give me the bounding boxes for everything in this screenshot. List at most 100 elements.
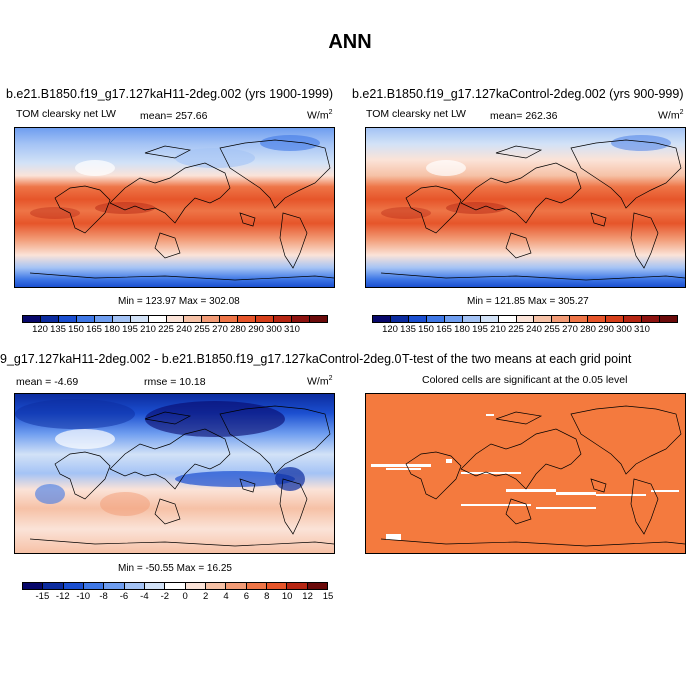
panel2-colorbar-tick-label: 165	[436, 324, 452, 335]
panel1-colorbar-tick-label: 135	[50, 324, 66, 335]
panel3-colorbar-tick-label: -8	[99, 591, 108, 602]
panel2-colorbar-swatch	[462, 316, 481, 322]
panel2-colorbar-swatch	[642, 316, 660, 322]
panel2-colorbar-tick-label: 210	[490, 324, 506, 335]
panel3-title: 9_g17.127kaH11-2deg.002 - b.e21.B1850.f1…	[0, 352, 416, 366]
panel2-mean: mean= 262.36	[490, 110, 558, 122]
panel3-minmax: Min = -50.55 Max = 16.25	[118, 563, 232, 574]
panel1-colorbar-swatch	[40, 316, 59, 322]
panel2-colorbar-tick-label: 255	[544, 324, 560, 335]
panel2-colorbar-tick-label: 240	[526, 324, 542, 335]
panel2-colorbar-tick-label: 195	[472, 324, 488, 335]
panel1-colorbar-tick-label: 180	[104, 324, 120, 335]
panel3-colorbar-tick-label: -10	[76, 591, 91, 602]
panel2-colorbar-swatch	[570, 316, 589, 322]
panel2-colorbar-swatch	[426, 316, 445, 322]
panel2-colorbar-tick-label: 120	[382, 324, 398, 335]
panel3-colorbar-swatch	[185, 583, 206, 589]
panel1-colorbar-swatch	[220, 316, 239, 322]
panel1-minmax: Min = 123.97 Max = 302.08	[118, 296, 240, 307]
panel2-colorbar-swatch	[390, 316, 409, 322]
panel3-colorbar-tick-label: 0	[182, 591, 188, 602]
panel3-colorbar-swatch	[287, 583, 308, 589]
panel3-colorbar-swatch	[165, 583, 186, 589]
panel1-colorbar-swatch	[166, 316, 185, 322]
panel3-units: W/m2	[307, 375, 333, 388]
panel1-colorbar-swatch	[274, 316, 293, 322]
panel2-colorbar-swatch	[624, 316, 643, 322]
panel3-colorbar-swatch	[144, 583, 166, 589]
panel2-colorbar-tick-label: 180	[454, 324, 470, 335]
panel3-colorbar-tick-label: 8	[264, 591, 270, 602]
panel1-colorbar-swatch	[76, 316, 95, 322]
panel3-colorbar-tick-label: 4	[223, 591, 229, 602]
panel1-colorbar-tick-label: 150	[68, 324, 84, 335]
panel1-variable: TOM clearsky net LW	[16, 108, 116, 120]
panel1-title: b.e21.B1850.f19_g17.127kaH11-2deg.002 (y…	[6, 87, 334, 101]
panel2-colorbar-tick-label: 150	[418, 324, 434, 335]
panel1-colorbar-swatch	[112, 316, 131, 322]
panel1-colorbar-swatch	[148, 316, 167, 322]
panel3-colorbar-swatch	[307, 583, 327, 589]
panel1-colorbar-tick-label: 165	[86, 324, 102, 335]
panel1-colorbar-swatch	[130, 316, 149, 322]
panel1-colorbar-tick-label: 255	[194, 324, 210, 335]
panel3-colorbar-tick-label: -12	[55, 591, 70, 602]
panel1-colorbar-tick-label: 195	[122, 324, 138, 335]
panel2-variable: TOM clearsky net LW	[366, 108, 466, 120]
figure-title: ANN	[328, 31, 372, 53]
panel1-colorbar-tick-label: 270	[212, 324, 228, 335]
panel3-colorbar-swatch	[226, 583, 247, 589]
panel2-colorbar-swatch	[498, 316, 517, 322]
panel3-colorbar-swatch	[124, 583, 145, 589]
panel1-colorbar-tick-label: 300	[266, 324, 282, 335]
panel2-colorbar-tick-label: 270	[562, 324, 578, 335]
panel3-colorbar-tick-label: 2	[202, 591, 209, 602]
panel1-colorbar-swatch	[184, 316, 203, 322]
panel2-colorbar-tick-label: 225	[508, 324, 524, 335]
panel3-map	[14, 393, 335, 554]
panel2-colorbar-swatch	[480, 316, 499, 322]
panel3-colorbar-tick-label: 6	[243, 591, 250, 602]
panel2-colorbar-swatch	[552, 316, 571, 322]
panel4-map	[365, 393, 686, 554]
panel3-colorbar-swatch	[205, 583, 227, 589]
panel3-colorbar-ticks: -15 -12 -10 -8 -6 -4 -2 0 2 4 6 8 10 12 15	[22, 591, 334, 603]
panel1-colorbar	[22, 315, 328, 323]
panel1-units: W/m2	[307, 109, 333, 122]
panel2-colorbar-tick-label: 300	[616, 324, 632, 335]
panel1-mean: mean= 257.66	[140, 110, 208, 122]
panel2-colorbar-swatch	[373, 316, 391, 322]
panel3-colorbar-swatch	[83, 583, 105, 589]
panel2-colorbar-swatch	[606, 316, 625, 322]
panel1-colorbar-tick-label: 210	[140, 324, 156, 335]
panel2-colorbar-swatch	[660, 316, 677, 322]
panel1-colorbar-tick-label: 290	[248, 324, 264, 335]
panel1-colorbar-tick-label: 240	[176, 324, 192, 335]
panel1-map	[14, 127, 335, 288]
panel1-colorbar-swatch	[238, 316, 257, 322]
panel1-colorbar-tick-label: 280	[230, 324, 246, 335]
panel1-colorbar-swatch	[58, 316, 77, 322]
panel3-colorbar-swatch	[23, 583, 44, 589]
panel2-map	[365, 127, 686, 288]
panel2-colorbar	[372, 315, 678, 323]
panel1-colorbar-tick-label: 225	[158, 324, 174, 335]
panel2-colorbar-swatch	[516, 316, 535, 322]
panel2-units: W/m2	[658, 109, 684, 122]
panel3-mean: mean = -4.69	[16, 376, 79, 388]
panel4-subtitle: Colored cells are significant at the 0.0…	[422, 374, 628, 386]
panel3-colorbar	[22, 582, 328, 590]
panel2-colorbar-tick-label: 135	[400, 324, 416, 335]
panel2-colorbar-swatch	[534, 316, 553, 322]
panel2-colorbar-swatch	[408, 316, 427, 322]
panel3-colorbar-swatch	[266, 583, 288, 589]
panel4-title: T-test of the two means at each grid poi…	[402, 352, 632, 366]
panel2-colorbar-swatch	[444, 316, 463, 322]
panel2-minmax: Min = 121.85 Max = 305.27	[467, 296, 589, 307]
panel2-colorbar-ticks: 120 135 150 165 180 195 210 225 240 255 270 280 290 3…	[372, 324, 678, 336]
panel1-colorbar-ticks: 120 135 150 165 180 195 210 225 240 255 270 280 290 3…	[22, 324, 328, 336]
panel3-colorbar-tick-label: -15	[35, 591, 50, 602]
panel1-colorbar-swatch	[202, 316, 221, 322]
panel2-colorbar-tick-label: 280	[580, 324, 596, 335]
